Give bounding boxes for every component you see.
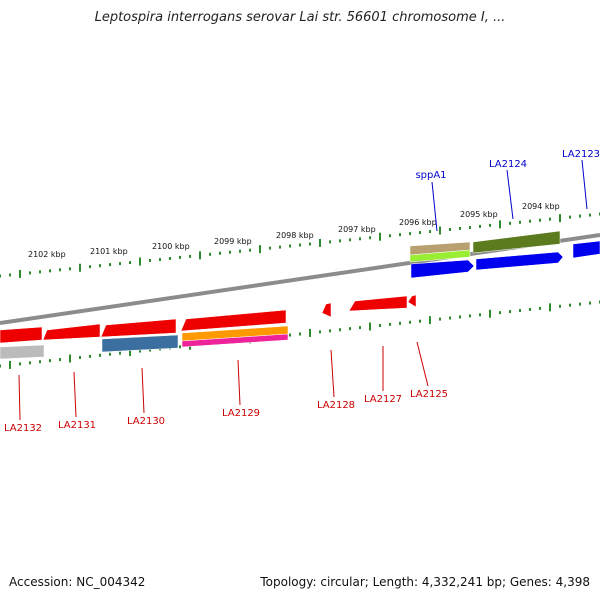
- reverse-gene-5: [321, 302, 332, 318]
- gene-label: LA2124: [489, 159, 527, 170]
- label-leader: [237, 359, 241, 406]
- forward-gene-1: [410, 259, 475, 279]
- map-title: Leptospira interrogans serovar Lai str. …: [94, 10, 506, 25]
- reverse-gene-4: [180, 309, 287, 332]
- gene-label: LA2128: [317, 400, 355, 411]
- reverse-gene-3: [100, 318, 177, 338]
- cog-olive: [472, 230, 561, 254]
- gene-label: LA2132: [4, 423, 42, 434]
- label-leader: [416, 341, 429, 387]
- gene-label: LA2129: [222, 408, 260, 419]
- ruler-label: 2095 kbp: [460, 210, 498, 219]
- feature-track: [0, 230, 600, 360]
- forward-gene-3: [572, 240, 600, 259]
- label-leader: [431, 181, 438, 232]
- label-leader: [581, 159, 588, 210]
- reverse-gene-6: [348, 295, 408, 312]
- gene-label: LA2127: [364, 394, 402, 405]
- ruler-labels: 2102 kbp 2101 kbp 2100 kbp 2099 kbp 2098 kbp…: [28, 202, 560, 259]
- label-leader: [330, 349, 335, 398]
- reverse-gene-2: [42, 323, 101, 341]
- label-leader: [18, 374, 21, 421]
- cog-gray: [0, 344, 45, 360]
- gene-label: LA2123: [562, 149, 600, 160]
- topology-text: Topology: circular; Length: 4,332,241 bp…: [260, 575, 590, 589]
- ruler-label: 2101 kbp: [90, 247, 128, 256]
- ruler-label: 2094 kbp: [522, 202, 560, 211]
- reverse-gene-1: [0, 326, 43, 344]
- cog-light-green: [409, 249, 471, 263]
- ruler-label: 2100 kbp: [152, 242, 190, 251]
- label-leaders: [18, 159, 588, 421]
- label-leader: [506, 169, 514, 220]
- accession-text: Accession: NC_004342: [9, 575, 146, 589]
- gene-label: LA2130: [127, 416, 165, 427]
- forward-gene-2: [475, 251, 564, 271]
- label-leader: [141, 367, 145, 414]
- gene-label: LA2131: [58, 420, 96, 431]
- reverse-gene-7: [407, 294, 417, 308]
- gene-label: sppA1: [415, 170, 446, 181]
- cog-steel-blue: [101, 334, 179, 353]
- ruler-label: 2097 kbp: [338, 225, 376, 234]
- gene-label: LA2125: [410, 389, 448, 400]
- ruler-label: 2102 kbp: [28, 250, 66, 259]
- cog-magenta: [181, 333, 289, 348]
- ruler-label: 2099 kbp: [214, 237, 252, 246]
- ruler-label: 2098 kbp: [276, 231, 314, 240]
- label-leader: [73, 371, 77, 418]
- ruler-label: 2096 kbp: [399, 218, 437, 227]
- gene-labels: sppA1 LA2124 LA2123 LA2132 LA2131 LA2130 LA212…: [4, 149, 600, 434]
